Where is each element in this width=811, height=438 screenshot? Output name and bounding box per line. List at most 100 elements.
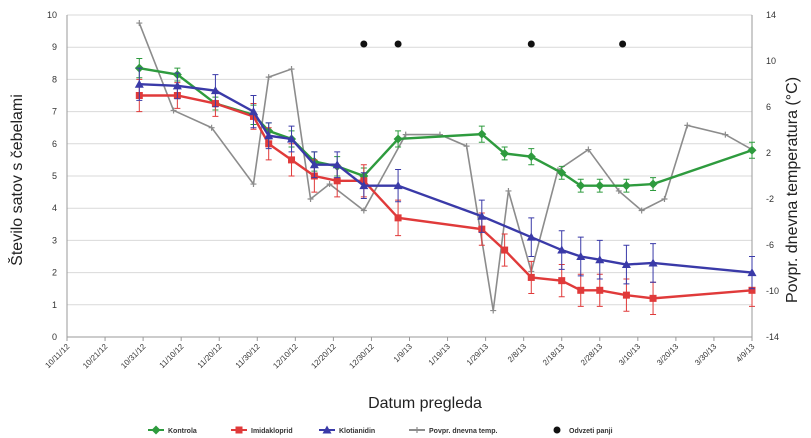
legend-label: Imidakloprid <box>251 428 293 435</box>
y-axis-left-title: Število satov s čebelami <box>7 94 26 266</box>
legend-swatch-marker <box>235 426 243 434</box>
data-point <box>332 160 342 169</box>
x-tick-label: 10/11/12 <box>43 342 71 370</box>
data-point <box>722 131 729 138</box>
data-point <box>615 187 622 194</box>
legend-swatch-marker <box>414 427 420 433</box>
data-point <box>621 260 631 269</box>
data-point <box>747 268 757 277</box>
data-point <box>585 146 592 153</box>
data-point <box>638 207 645 214</box>
series-kontrola <box>134 57 757 193</box>
y-left-tick-label: 0 <box>52 332 57 342</box>
data-point <box>393 181 403 190</box>
data-point <box>595 255 605 264</box>
x-tick-label: 12/20/12 <box>309 342 338 371</box>
x-tick-label: 2/18/13 <box>541 342 567 368</box>
y-left-tick-label: 5 <box>52 171 57 181</box>
legend-swatch-marker <box>151 425 161 435</box>
legend-label: Klotianidin <box>339 428 375 435</box>
series-imidakloprid <box>135 78 756 315</box>
data-point <box>622 291 630 299</box>
series-povpr-dnevna-temp <box>136 20 755 314</box>
series-line <box>139 66 753 187</box>
data-point <box>527 40 535 48</box>
y-left-tick-label: 4 <box>52 203 57 213</box>
legend-item <box>148 425 164 435</box>
data-point <box>359 181 369 190</box>
data-point <box>557 245 567 254</box>
data-point <box>265 74 272 81</box>
data-point <box>307 196 314 202</box>
data-point <box>526 152 536 162</box>
data-point <box>576 181 586 191</box>
series-layer <box>134 20 757 315</box>
y-left-tick-label: 10 <box>47 10 57 20</box>
data-point <box>527 273 535 281</box>
x-tick-label: 4/9/13 <box>734 342 756 364</box>
data-point <box>170 107 177 114</box>
data-point <box>172 81 182 90</box>
y-axis-right-title: Povpr. dnevna temperatura (°C) <box>784 77 801 303</box>
y-right-tick-label: -10 <box>766 286 779 296</box>
y-right-tick-label: -14 <box>766 332 779 342</box>
x-tick-label: 1/29/13 <box>465 342 491 368</box>
data-point <box>619 40 627 48</box>
data-point <box>264 131 274 140</box>
data-point <box>500 148 510 158</box>
data-point <box>136 20 143 27</box>
legend-item <box>409 427 425 433</box>
data-point <box>360 207 367 214</box>
data-point <box>394 214 402 222</box>
y-left-tick-label: 8 <box>52 74 57 84</box>
y-right-tick-label: 6 <box>766 102 771 112</box>
data-point <box>648 179 658 189</box>
grid-layer <box>67 14 752 338</box>
x-tick-label: 12/30/12 <box>347 342 376 371</box>
legend-label: Kontrola <box>168 428 197 435</box>
y-right-tick-label: -2 <box>766 194 774 204</box>
data-point <box>208 124 215 131</box>
y-left-tick-label: 7 <box>52 107 57 117</box>
legend-swatch-marker <box>553 426 561 434</box>
legend-label: Odvzeti panji <box>569 428 613 435</box>
legend-swatch-marker <box>322 425 332 434</box>
data-point <box>490 307 497 314</box>
y-right-tick-label: 14 <box>766 10 776 20</box>
legend-layer: Kontrola Imidakloprid Klotianidin Povpr. dn… <box>148 425 613 435</box>
x-tick-label: 3/20/13 <box>655 342 681 368</box>
data-point <box>477 129 487 139</box>
x-tick-label: 12/10/12 <box>271 342 300 371</box>
data-point <box>505 187 512 194</box>
data-point <box>648 258 658 267</box>
x-tick-label: 10/31/12 <box>119 342 148 371</box>
y-right-tick-label: 10 <box>766 56 776 66</box>
series-line <box>139 94 753 300</box>
data-point <box>333 177 341 185</box>
data-point <box>393 134 403 144</box>
y-left-tick-label: 9 <box>52 42 57 52</box>
data-point <box>394 40 402 48</box>
x-tick-label: 11/10/12 <box>158 342 186 370</box>
data-point <box>595 181 605 191</box>
series-line <box>138 22 753 311</box>
data-point <box>747 145 757 155</box>
data-point <box>134 79 144 88</box>
data-point <box>596 286 604 294</box>
data-point <box>463 143 470 150</box>
data-point <box>360 40 368 48</box>
y-left-tick-label: 1 <box>52 300 57 310</box>
x-tick-label: 11/20/12 <box>196 342 224 370</box>
x-axis-title: Datum pregleda <box>368 395 482 412</box>
series-line <box>139 83 753 274</box>
data-point <box>250 181 257 188</box>
series-klotianidin <box>134 67 757 290</box>
legend-item <box>231 426 247 434</box>
data-point <box>576 252 586 260</box>
y-left-tick-label: 3 <box>52 235 57 245</box>
y-right-tick-label: 2 <box>766 148 771 158</box>
data-point <box>326 181 333 188</box>
data-point <box>577 286 585 294</box>
x-tick-label: 1/9/13 <box>392 342 414 364</box>
